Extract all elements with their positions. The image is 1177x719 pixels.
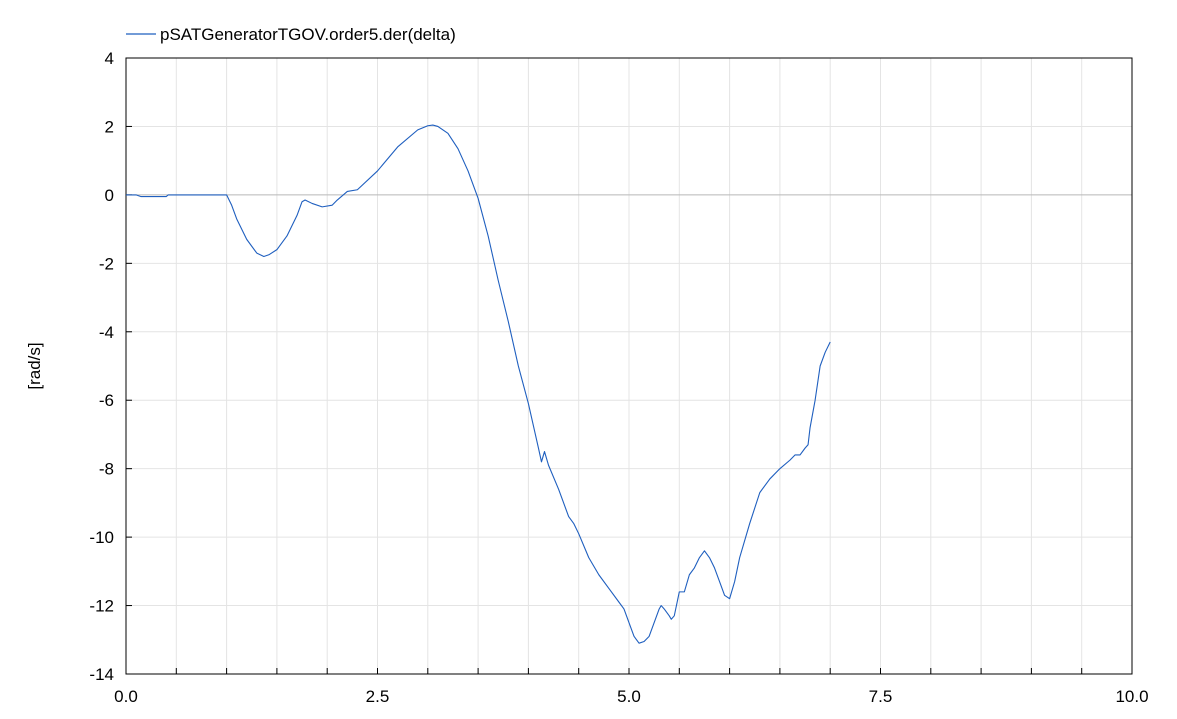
grid (125, 57, 1133, 675)
y-tick-label: -6 (99, 391, 114, 410)
x-tick-label: 5.0 (617, 687, 641, 706)
series-layer (126, 124, 831, 644)
y-tick-label: -4 (99, 323, 114, 342)
series-line (126, 124, 831, 644)
x-tick-label: 7.5 (869, 687, 893, 706)
y-axis-label: [rad/s] (25, 342, 44, 389)
y-tick-label: 4 (105, 49, 114, 68)
y-tick-label: -2 (99, 254, 114, 273)
x-tick-label: 2.5 (366, 687, 390, 706)
y-tick-label: -10 (89, 528, 114, 547)
y-tick-label: -12 (89, 597, 114, 616)
y-tick-label: 2 (105, 117, 114, 136)
legend-label: pSATGeneratorTGOV.order5.der(delta) (160, 25, 456, 44)
y-tick-label: 0 (105, 186, 114, 205)
y-tick-label: -14 (89, 665, 114, 684)
y-tick-label: -8 (99, 460, 114, 479)
x-tick-label: 10.0 (1115, 687, 1148, 706)
x-tick-label: 0.0 (114, 687, 138, 706)
legend: pSATGeneratorTGOV.order5.der(delta) (126, 25, 456, 44)
axis-ticks: -14 -12 -10 -8 -6 -4 -2 0 2 4 0.0 2.5 5.0 7.5 10.0 (89, 49, 1148, 706)
